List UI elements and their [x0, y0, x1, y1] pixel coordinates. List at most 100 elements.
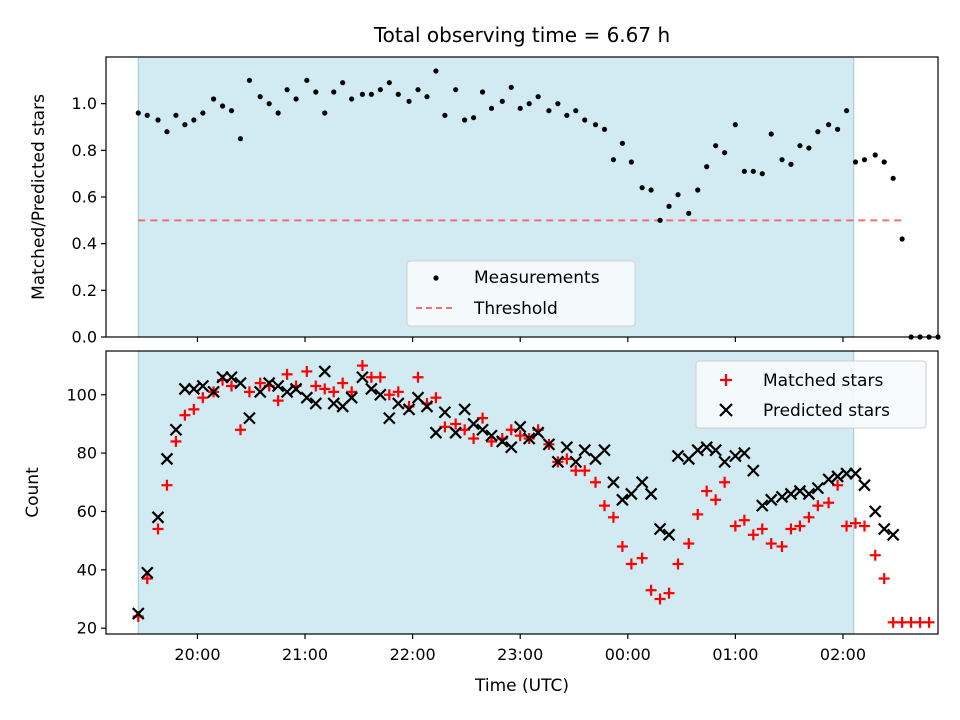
matched-star-point	[858, 520, 870, 532]
legend-measurements-label: Measurements	[474, 268, 600, 288]
matched-star-point	[785, 523, 797, 535]
x-axis-label: Time (UTC)	[474, 676, 569, 696]
predicted-star-point	[356, 370, 369, 384]
measurement-point	[872, 152, 878, 158]
measurement-point	[564, 112, 570, 118]
measurement-point	[899, 236, 905, 242]
matched-star-point	[756, 523, 768, 535]
matched-star-point	[234, 424, 246, 436]
predicted-star-point	[849, 467, 862, 480]
measurement-point	[797, 143, 803, 149]
measurement-point	[442, 112, 448, 118]
predicted-star-point	[216, 370, 229, 384]
measurement-point	[741, 168, 747, 174]
predicted-star-point	[420, 400, 434, 413]
matched-star-point	[701, 485, 713, 497]
predicted-star-point	[262, 376, 276, 390]
matched-star-point	[692, 508, 704, 520]
legend-matched-label: Matched stars	[763, 371, 883, 391]
bottom-ytick-label: 100	[66, 385, 97, 404]
measurement-point	[657, 217, 663, 223]
predicted-star-point	[495, 435, 509, 448]
predicted-star-point	[738, 446, 751, 460]
measurement-point	[266, 101, 272, 107]
matched-star-point	[243, 386, 255, 398]
legend-predicted-label: Predicted stars	[763, 401, 890, 421]
measurement-point	[368, 91, 374, 97]
matched-star-point	[374, 371, 386, 383]
matched-star-point	[439, 421, 451, 433]
measurement-point	[293, 96, 299, 102]
measurement-point	[377, 87, 383, 93]
predicted-star-point	[402, 403, 416, 416]
top-ytick-label: 1.0	[72, 94, 97, 113]
chart-title: Total observing time = 6.67 h	[373, 23, 670, 47]
predicted-star-point	[438, 405, 452, 419]
measurement-point	[582, 117, 588, 123]
measurement-point	[386, 80, 392, 86]
matched-star-point	[430, 392, 442, 404]
measurement-point	[331, 89, 337, 95]
measurement-point	[517, 105, 523, 111]
measurement-point	[806, 145, 812, 151]
bottom-ytick-label: 60	[77, 502, 97, 521]
predicted-star-point	[309, 397, 323, 410]
measurement-point	[415, 87, 421, 93]
measurement-point	[881, 159, 887, 165]
x-tick-label: 01:00	[712, 645, 758, 664]
predicted-star-point	[178, 382, 192, 396]
bottom-legend-box	[695, 360, 927, 429]
predicted-star-point	[485, 429, 498, 442]
measurement-point	[861, 157, 868, 163]
predicted-star-point	[140, 566, 154, 580]
measurement-point	[695, 187, 701, 193]
measurement-point	[592, 122, 599, 128]
measurement-point	[191, 117, 197, 123]
measurement-point	[304, 77, 310, 83]
predicted-star-point	[225, 370, 238, 384]
matched-star-point	[254, 377, 266, 389]
predicted-star-point	[747, 464, 760, 477]
measurement-point	[768, 131, 774, 137]
top-ytick-label: 0.6	[72, 188, 97, 207]
matched-star-point	[794, 520, 806, 532]
top-ytick-label: 0.8	[72, 141, 97, 160]
matched-star-point	[850, 517, 862, 529]
measurement-point	[470, 115, 477, 121]
measurement-point	[788, 161, 794, 167]
predicted-star-point	[345, 391, 358, 404]
matched-star-point	[663, 587, 675, 599]
measurement-point	[210, 96, 217, 102]
measurement-point	[164, 129, 170, 135]
measurement-point	[322, 110, 328, 116]
measurement-point	[406, 98, 412, 104]
matched-star-point	[598, 500, 610, 512]
predicted-star-point	[187, 382, 201, 396]
measurement-point	[843, 108, 850, 114]
matched-star-point	[459, 424, 471, 436]
measurement-point	[499, 98, 505, 104]
matched-star-point	[579, 465, 591, 477]
measurement-point	[750, 168, 756, 174]
predicted-star-point	[868, 505, 882, 518]
predicted-star-point	[476, 423, 489, 437]
predicted-star-point	[653, 522, 667, 536]
legend-measurements-marker	[433, 275, 439, 281]
matched-star-point	[170, 435, 182, 447]
predicted-star-point	[616, 493, 629, 507]
matched-star-point	[383, 389, 395, 401]
measurement-point	[462, 117, 468, 123]
predicted-star-point	[700, 441, 713, 454]
top-ytick-label: 0.2	[72, 281, 97, 300]
measurement-point	[639, 185, 645, 191]
measurement-point	[686, 210, 692, 216]
x-tick-label: 02:00	[820, 645, 866, 664]
x-tick-label: 21:00	[282, 645, 328, 664]
matched-star-point	[412, 371, 424, 383]
predicted-star-point	[886, 528, 900, 542]
x-tick-label: 22:00	[390, 645, 436, 664]
measurement-point	[424, 94, 430, 100]
bottom-ytick-label: 80	[77, 444, 97, 463]
predicted-star-point	[691, 443, 705, 457]
matched-star-point	[514, 430, 526, 442]
